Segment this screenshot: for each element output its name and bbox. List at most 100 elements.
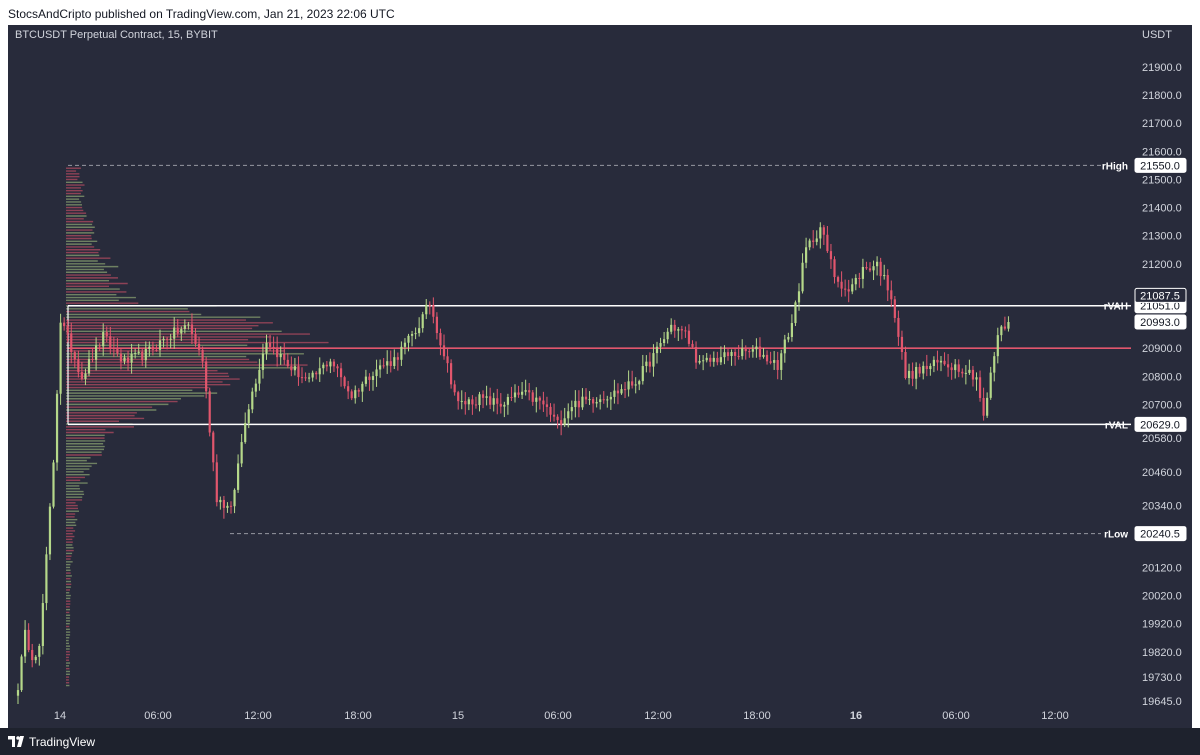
candle-body xyxy=(542,400,545,405)
candle xyxy=(666,327,669,344)
candle-body xyxy=(59,322,62,394)
price-tick-label: 20020.0 xyxy=(1142,591,1182,603)
candle xyxy=(407,333,410,352)
candle xyxy=(41,593,44,655)
candle-body xyxy=(805,247,808,263)
candle-body xyxy=(499,403,502,407)
candle-body xyxy=(27,629,30,650)
candle-body xyxy=(442,345,446,357)
candle xyxy=(73,350,76,368)
candle-body xyxy=(556,416,559,421)
candle xyxy=(446,348,449,373)
publish-info: StocsAndCripto published on TradingView.… xyxy=(8,7,395,21)
candle xyxy=(805,237,808,269)
candle-body xyxy=(183,325,186,330)
candle-body xyxy=(190,324,194,335)
candle xyxy=(904,346,907,380)
time-tick-label: 18:00 xyxy=(743,710,771,722)
candle-body xyxy=(212,432,215,463)
candle xyxy=(506,393,509,415)
candle xyxy=(84,368,87,386)
candle-body xyxy=(478,394,481,406)
candle-body xyxy=(173,327,176,339)
candle xyxy=(34,655,37,664)
candle-body xyxy=(126,357,130,363)
candle xyxy=(59,313,62,405)
candle-body xyxy=(169,338,172,340)
candle xyxy=(258,358,261,391)
candle xyxy=(595,397,598,408)
candle xyxy=(929,363,932,376)
candle xyxy=(684,326,687,338)
candle xyxy=(879,257,882,286)
price-tick-label: 20340.0 xyxy=(1142,501,1182,513)
candle xyxy=(734,348,737,366)
candle xyxy=(971,365,975,387)
candle xyxy=(886,269,889,302)
candle xyxy=(290,356,293,377)
candle-body xyxy=(893,299,896,318)
candle xyxy=(489,387,492,410)
candle xyxy=(375,359,378,387)
candle-body xyxy=(180,329,183,334)
candle xyxy=(673,319,676,338)
candle xyxy=(272,336,275,355)
candle xyxy=(347,380,350,400)
candle xyxy=(244,412,247,444)
candle-body xyxy=(16,690,20,696)
candle-body xyxy=(993,356,996,373)
candle xyxy=(357,388,360,397)
candle-body xyxy=(755,346,758,350)
candle xyxy=(947,353,950,377)
candle xyxy=(524,379,527,396)
candle xyxy=(1003,316,1006,331)
candle xyxy=(112,336,115,358)
candle-body xyxy=(432,305,435,317)
candle-body xyxy=(354,390,357,399)
candle-body xyxy=(883,275,886,277)
price-tick-label: 19730.0 xyxy=(1142,672,1182,684)
candle-body xyxy=(868,268,872,271)
candle-body xyxy=(865,266,868,269)
candle-body xyxy=(840,281,843,289)
candle xyxy=(98,343,101,352)
candle xyxy=(442,334,446,360)
candle-body xyxy=(322,364,325,369)
candle xyxy=(748,348,751,358)
candle-body xyxy=(244,422,247,443)
candle xyxy=(577,390,580,418)
candle-body xyxy=(783,339,786,354)
candle xyxy=(474,396,478,409)
candle xyxy=(368,373,371,391)
candle-body xyxy=(41,603,44,646)
candle-body xyxy=(141,351,144,361)
chart-area[interactable]: rHigh rVAH rVAL rLow 21900.0 21800.0 21700.0 2… xyxy=(8,25,1192,728)
candle xyxy=(503,401,506,418)
candle xyxy=(694,341,698,369)
tradingview-logo-icon xyxy=(8,736,24,747)
candle xyxy=(457,390,460,410)
candle-body xyxy=(336,366,339,369)
candle-body xyxy=(332,361,336,367)
candle xyxy=(70,322,73,364)
candle-body xyxy=(758,346,762,357)
candle-body xyxy=(439,333,442,346)
candle xyxy=(655,341,659,364)
candle xyxy=(982,387,985,421)
candle-body xyxy=(616,390,620,394)
candle-body xyxy=(272,346,275,348)
price-tag-current-text: 20993.0 xyxy=(1140,317,1180,329)
candle-body xyxy=(119,353,123,362)
candle-body xyxy=(226,505,229,508)
price-axis: 21900.0 21800.0 21700.0 21600.0 21500.0 21400… xyxy=(1142,62,1182,708)
candle xyxy=(790,314,793,342)
footer-bar xyxy=(0,728,1200,755)
candle xyxy=(808,238,811,251)
candle-body xyxy=(694,346,698,363)
candle-body xyxy=(581,396,584,408)
price-tick-label: 20120.0 xyxy=(1142,562,1182,574)
candle xyxy=(24,620,27,663)
candle xyxy=(663,332,666,347)
candle-body xyxy=(943,360,946,365)
